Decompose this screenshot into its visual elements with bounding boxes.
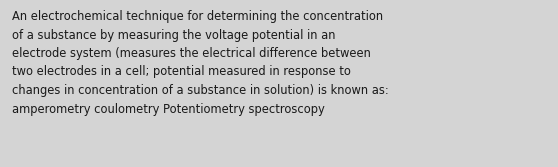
Text: An electrochemical technique for determining the concentration
of a substance by: An electrochemical technique for determi… <box>12 10 389 116</box>
